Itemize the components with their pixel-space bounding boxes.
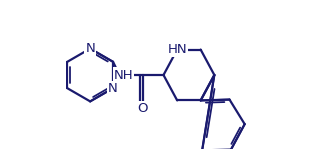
Text: N: N	[108, 82, 118, 95]
Text: HN: HN	[167, 43, 187, 56]
Text: O: O	[138, 102, 148, 115]
Text: N: N	[85, 42, 95, 55]
Text: NH: NH	[113, 69, 133, 81]
